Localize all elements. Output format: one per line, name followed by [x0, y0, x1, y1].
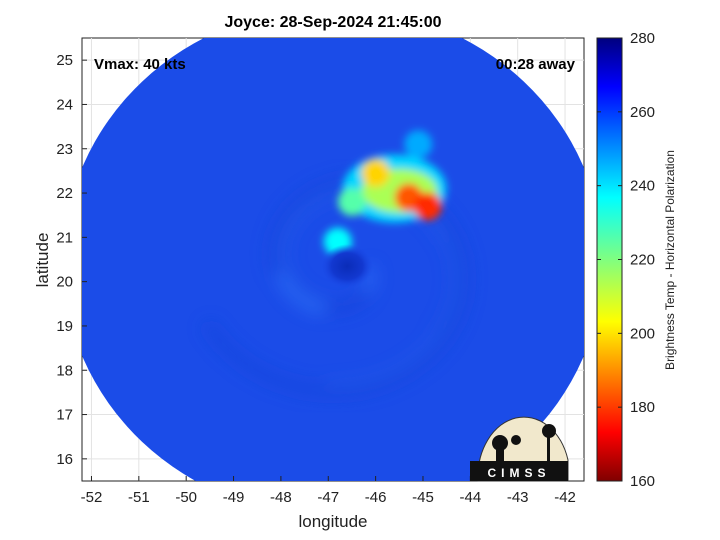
x-axis-ticks: -52 -51 -50 -49 -48 -47 -46 -45 -44 -43 -42 [81, 476, 576, 506]
y-tick-label: 24 [56, 96, 73, 113]
x-tick-label: -42 [554, 489, 576, 506]
x-tick-label: -49 [223, 489, 245, 506]
y-tick-label: 25 [56, 52, 73, 69]
colorbar-tick-label: 220 [630, 252, 655, 269]
y-axis-label: latitude [33, 233, 52, 288]
y-tick-label: 16 [56, 451, 73, 468]
colorbar-tick-label: 200 [630, 325, 655, 342]
x-tick-label: -48 [270, 489, 292, 506]
satellite-swath [82, 38, 584, 481]
x-tick-label: -43 [507, 489, 529, 506]
dish-stand [496, 448, 504, 461]
y-tick-label: 21 [56, 229, 73, 246]
x-axis-label: longitude [298, 512, 367, 531]
colorbar-tick-label: 160 [630, 473, 655, 490]
y-tick-label: 17 [56, 407, 73, 424]
colorbar-tick-label: 260 [630, 104, 655, 121]
logo-text: CIMSS [487, 466, 550, 480]
x-tick-label: -45 [412, 489, 434, 506]
colorbar [596, 37, 623, 482]
cold-cloud-cluster [323, 130, 447, 256]
cold-feature [361, 159, 390, 188]
x-tick-label: -46 [365, 489, 387, 506]
y-tick-label: 22 [56, 185, 73, 202]
cold-feature [413, 192, 442, 221]
water-tower-icon [547, 432, 550, 461]
y-tick-label: 20 [56, 274, 73, 291]
chart-title: Joyce: 28-Sep-2024 21:45:00 [224, 14, 441, 31]
cold-feature [404, 130, 433, 159]
x-tick-label: -47 [317, 489, 339, 506]
colorbar-tick-label: 240 [630, 178, 655, 195]
spiral-band [200, 173, 472, 399]
water-tower-tank [542, 424, 556, 438]
x-tick-label: -50 [175, 489, 197, 506]
colorbar-tick-label: 280 [630, 30, 655, 47]
vmax-annotation: Vmax: 40 kts [94, 56, 186, 73]
y-tick-label: 23 [56, 141, 73, 158]
colorbar-ticks: 160 180 200 220 240 260 280 [597, 30, 655, 490]
cold-feature [337, 187, 366, 216]
satellite-dish-icon-small [511, 435, 521, 445]
x-tick-label: -51 [128, 489, 150, 506]
logo-base [470, 461, 568, 481]
storm-center [321, 244, 374, 289]
time-away-annotation: 00:28 away [496, 56, 576, 73]
y-tick-label: 19 [56, 318, 73, 335]
colorbar-label: Brightness Temp - Horizontal Polarizatio… [663, 150, 677, 370]
y-axis-ticks: 16 17 18 19 20 21 22 23 24 25 [56, 52, 87, 468]
x-tick-label: -52 [81, 489, 103, 506]
colorbar-tick-label: 180 [630, 399, 655, 416]
x-tick-label: -44 [459, 489, 481, 506]
cimss-logo: CIMSS [470, 416, 569, 482]
satellite-dish-icon [492, 435, 508, 451]
y-tick-label: 18 [56, 362, 73, 379]
